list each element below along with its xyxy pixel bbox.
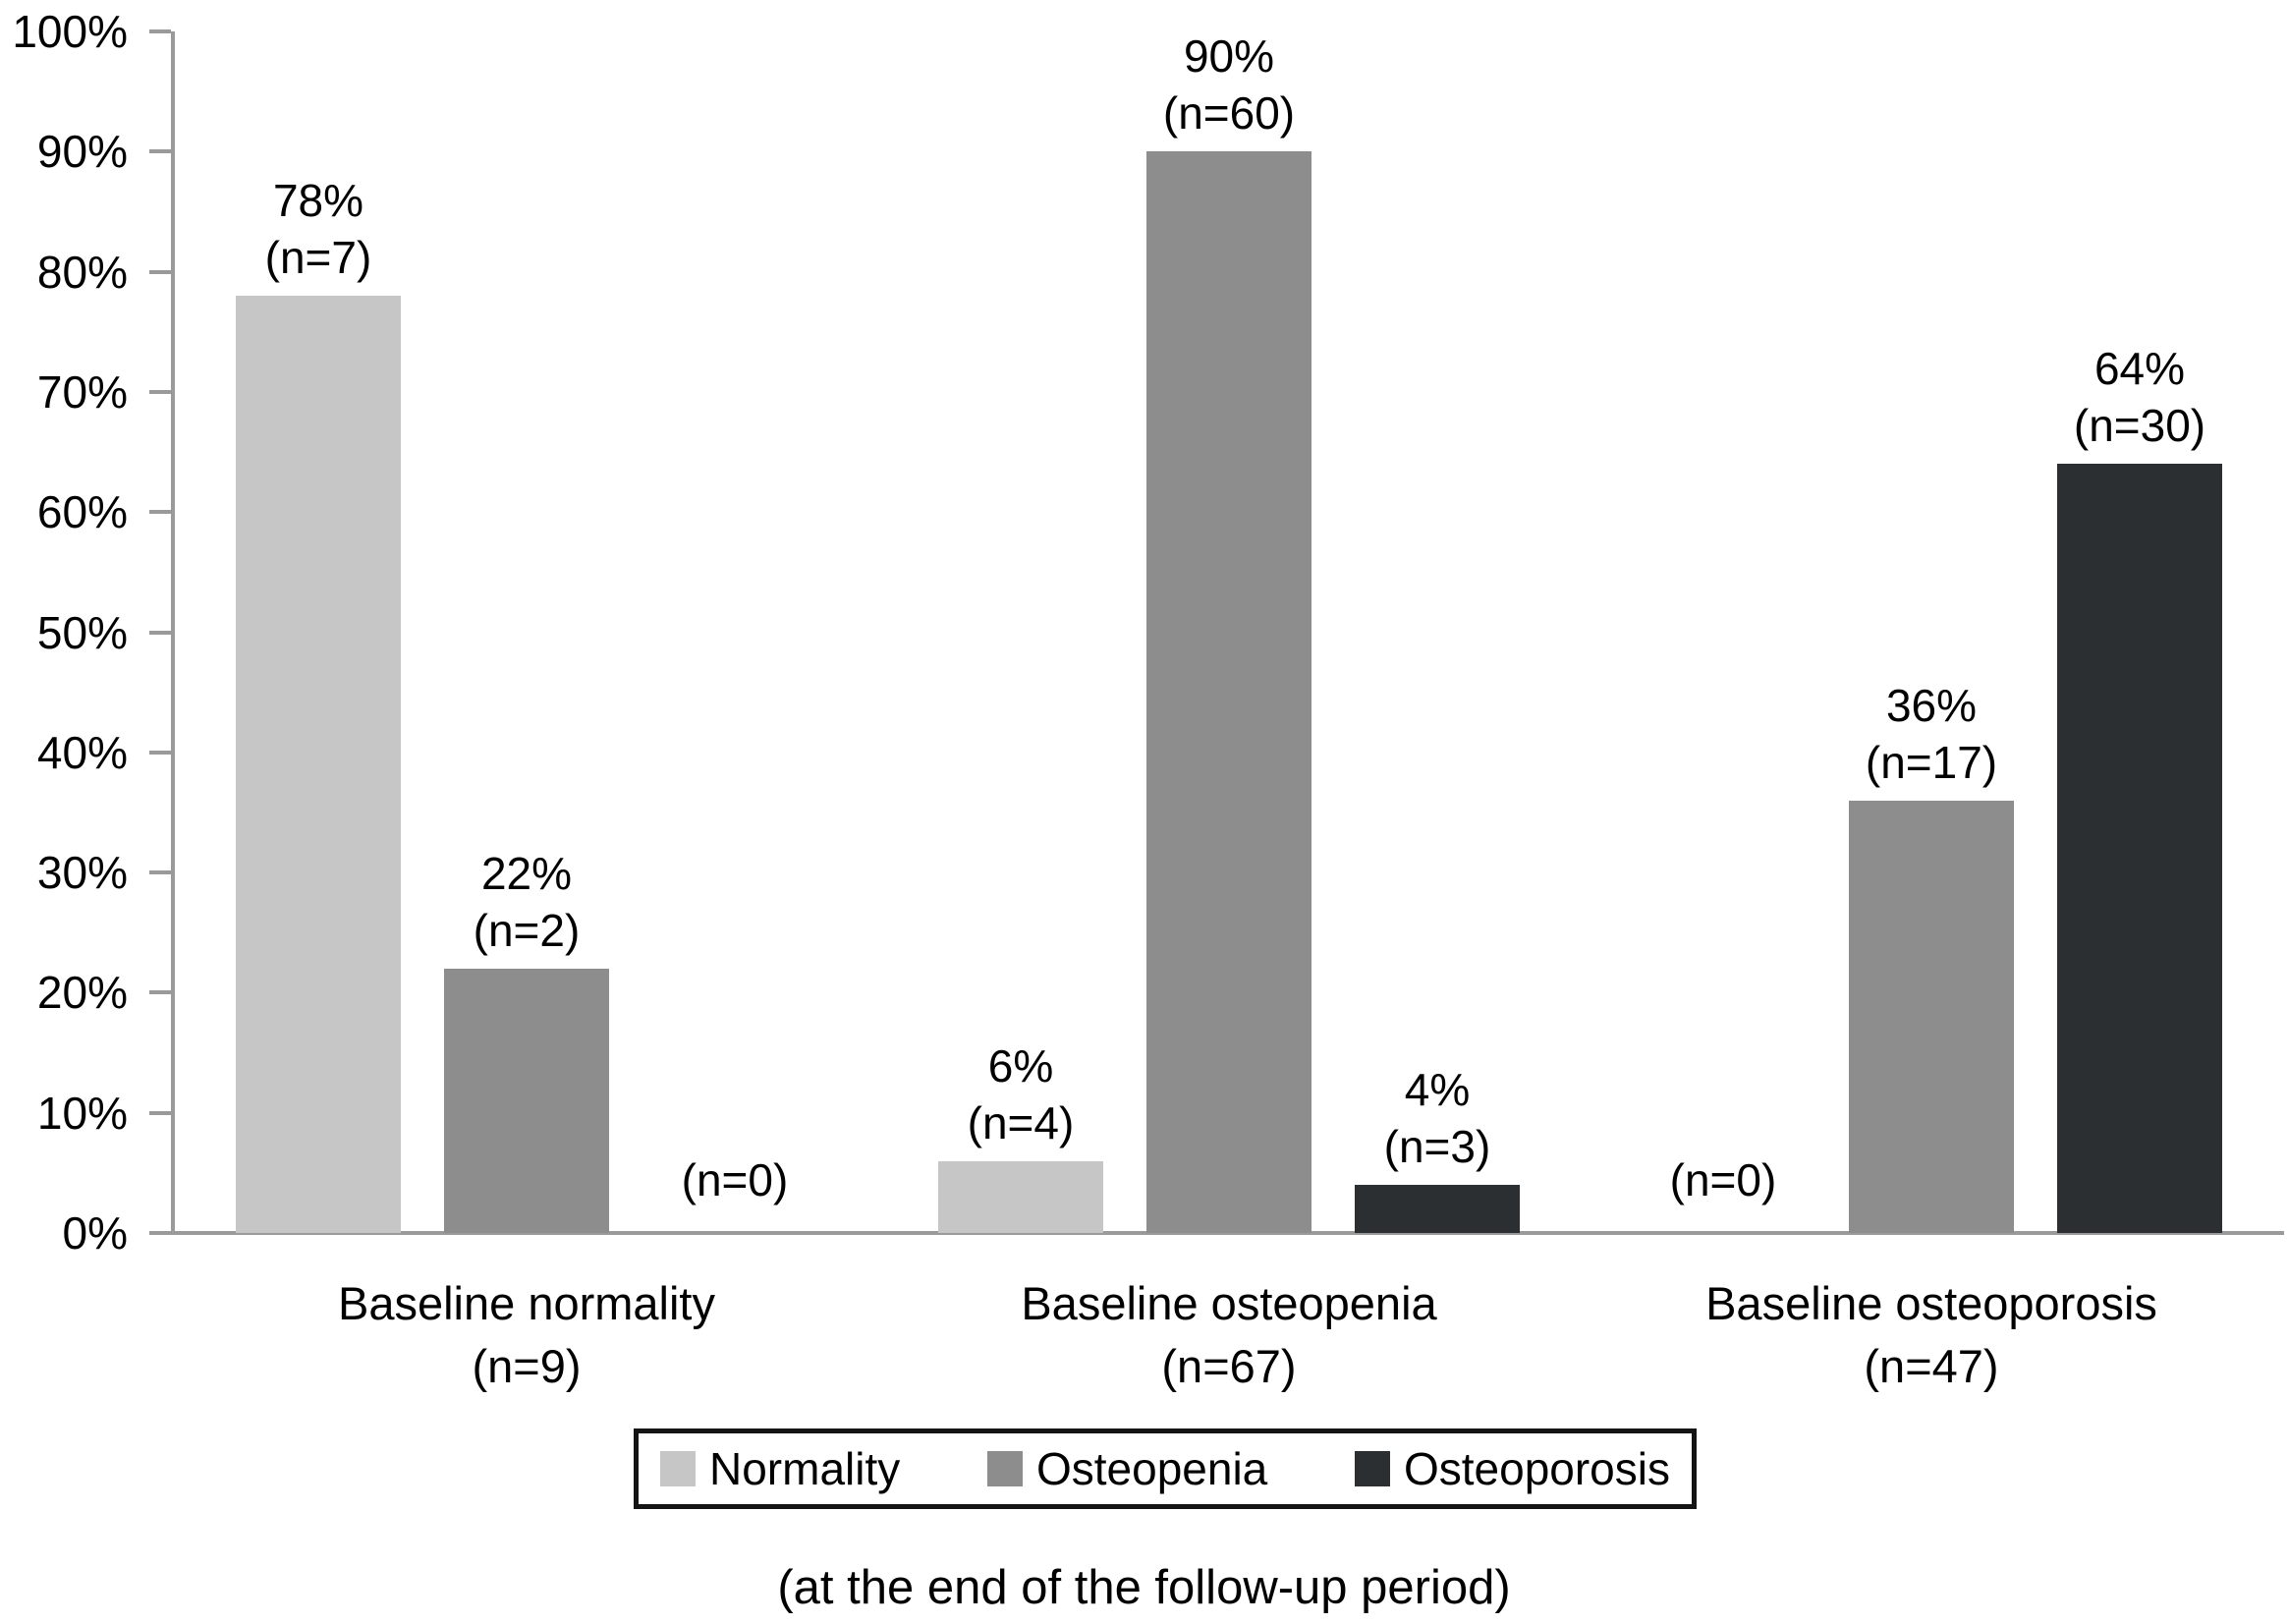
y-axis-tick bbox=[149, 870, 171, 875]
y-axis-tick bbox=[149, 269, 171, 274]
y-axis-tick-label: 20% bbox=[36, 967, 128, 1019]
bar-osteoporosis-group3 bbox=[2057, 464, 2222, 1233]
y-axis-tick-label: 40% bbox=[36, 726, 128, 778]
y-axis-tick-label: 100% bbox=[12, 6, 128, 57]
legend-label-osteopenia: Osteopenia bbox=[1035, 1443, 1268, 1494]
bar-osteoporosis-group2 bbox=[1355, 1185, 1520, 1233]
legend: Normality Osteopenia Osteoporosis bbox=[634, 1428, 1697, 1509]
y-axis-tick-label: 0% bbox=[62, 1207, 128, 1259]
y-axis-tick bbox=[149, 1231, 171, 1235]
y-axis-tick-label: 30% bbox=[36, 847, 128, 899]
bar-value-label: 78% (n=7) bbox=[264, 175, 372, 284]
bar-value-label: 22% (n=2) bbox=[473, 847, 581, 956]
bar-value-label: 90% (n=60) bbox=[1162, 30, 1296, 140]
legend-label-osteoporosis: Osteoporosis bbox=[1403, 1443, 1670, 1494]
bar-value-label: 36% (n=17) bbox=[1865, 679, 1998, 788]
chart-caption: (at the end of the follow-up period) bbox=[777, 1561, 1511, 1614]
bar-value-label: 64% (n=30) bbox=[2073, 343, 2206, 452]
y-axis-tick-label: 50% bbox=[36, 606, 128, 658]
y-axis-tick bbox=[149, 1110, 171, 1115]
bar-normality-group1 bbox=[236, 296, 401, 1233]
y-axis-line bbox=[171, 31, 175, 1234]
bar-osteopenia-group1 bbox=[444, 968, 609, 1233]
legend-swatch-osteopenia-icon bbox=[986, 1451, 1023, 1486]
x-axis-category-label: Baseline normality (n=9) bbox=[337, 1277, 715, 1392]
legend-item-osteopenia: Osteopenia bbox=[986, 1442, 1268, 1495]
bar-value-label: 4% (n=3) bbox=[1383, 1064, 1491, 1173]
y-axis-tick-label: 70% bbox=[36, 365, 128, 418]
y-axis-tick bbox=[149, 389, 171, 394]
x-axis-category-label: Baseline osteopenia (n=67) bbox=[1021, 1277, 1437, 1392]
legend-item-normality: Normality bbox=[660, 1442, 900, 1495]
bar-normality-group2 bbox=[938, 1160, 1103, 1233]
legend-label-normality: Normality bbox=[709, 1443, 901, 1494]
y-axis-tick-label: 90% bbox=[36, 126, 128, 178]
y-axis-tick-label: 10% bbox=[36, 1087, 128, 1139]
y-axis-tick bbox=[149, 750, 171, 755]
y-axis-tick bbox=[149, 510, 171, 515]
y-axis-tick bbox=[149, 990, 171, 995]
bar-value-label: 6% (n=4) bbox=[967, 1039, 1075, 1148]
y-axis-tick-label: 80% bbox=[36, 246, 128, 298]
y-axis-tick bbox=[149, 29, 171, 33]
y-axis-tick bbox=[149, 630, 171, 635]
legend-swatch-osteoporosis-icon bbox=[1354, 1451, 1390, 1486]
legend-swatch-normality-icon bbox=[660, 1451, 696, 1486]
bar-zero-label: (n=0) bbox=[681, 1154, 789, 1205]
bar-osteopenia-group3 bbox=[1849, 800, 2014, 1233]
y-axis-tick bbox=[149, 149, 171, 154]
bar-osteopenia-group2 bbox=[1146, 151, 1311, 1233]
y-axis-tick-label: 60% bbox=[36, 486, 128, 538]
x-axis-category-label: Baseline osteoporosis (n=47) bbox=[1705, 1277, 2157, 1392]
x-axis-baseline bbox=[155, 1231, 2284, 1235]
legend-item-osteoporosis: Osteoporosis bbox=[1354, 1442, 1670, 1495]
bar-zero-label: (n=0) bbox=[1669, 1154, 1777, 1205]
